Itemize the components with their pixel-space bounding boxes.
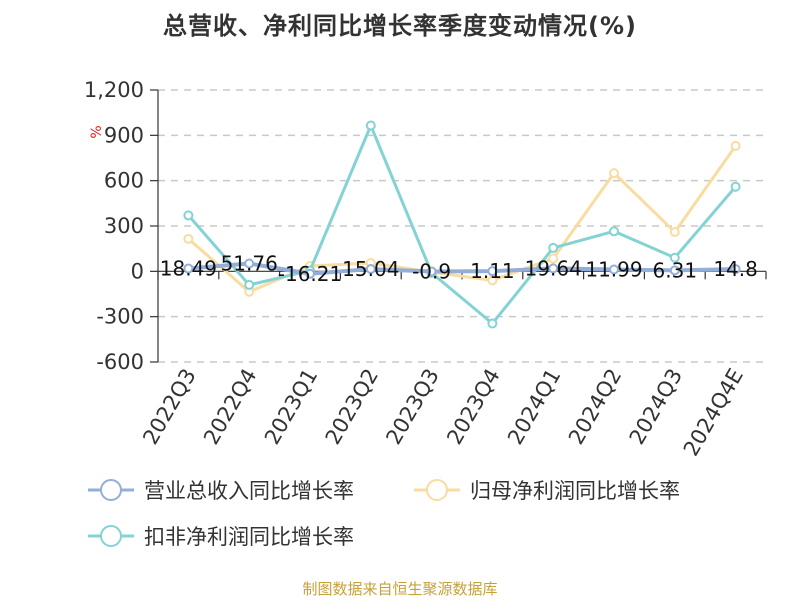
series-point-1 [183,233,194,244]
data-label: 11.99 [585,258,642,282]
series-line-2 [187,124,737,325]
series-point-0 [305,268,315,279]
x-tick-label: 2023Q1 [260,365,322,449]
series-lines [183,120,741,329]
series-point-2 [487,318,498,329]
x-tick-label: 2023Q3 [381,364,443,448]
series-point-2 [183,210,194,221]
data-label: 51.76 [221,252,278,276]
legend-symbol-revenue [88,479,134,501]
series-line-0 [188,261,736,276]
data-label: 6.31 [653,258,698,282]
series-point-0 [609,264,619,275]
series-point-2 [609,226,619,237]
y-tick-label: 0 [131,259,144,283]
series-point-2 [244,279,255,290]
data-label: -0.9 [412,259,451,283]
x-tick-label: 2023Q4 [442,365,504,449]
series-point-1 [548,253,559,264]
chart-title: 总营收、净利同比增长率季度变动情况(%) [163,12,637,40]
data-label: 19.64 [525,256,582,280]
data-source-note: 制图数据来自恒生聚源数据库 [302,580,498,598]
data-label: 1.11 [470,259,515,283]
data-label: 14.8 [713,257,758,281]
series-point-0 [487,266,498,277]
series-point-1 [730,140,741,151]
legend-item-net-profit[interactable]: 归母净利润同比增长率 [414,474,680,506]
y-axis-unit: % [89,125,105,138]
data-labels: 18.49 51.76 -16.21 15.04 -0.9 1.11 19.64 11.99 6… [160,252,758,286]
legend-label-net-profit: 归母净利润同比增长率 [470,479,680,503]
series-point-1 [669,227,680,238]
series-point-0 [548,263,559,274]
legend-symbol-deducted-profit [88,525,134,547]
y-tick-label: 600 [104,169,144,193]
legend-label-deducted-profit: 扣非净利润同比增长率 [144,525,354,549]
series-point-2 [548,242,559,253]
x-tick-label: 2024Q2 [564,365,626,449]
x-tick-label: 2024Q4E [679,365,748,461]
series-point-0 [244,258,255,269]
series-point-2 [730,181,741,192]
series-point-1 [487,275,498,286]
series-point-0 [669,265,680,276]
series-point-2 [365,120,376,131]
legend-item-revenue[interactable]: 营业总收入同比增长率 [88,474,354,506]
series-point-2 [669,252,680,263]
x-tick-label: 2022Q4 [199,365,261,449]
legend-symbol-net-profit [414,479,460,501]
y-tick-label: 300 [104,214,144,238]
line-chart: -600-30003006009001,2002022Q32022Q42023Q… [84,78,767,461]
legend-label-revenue: 营业总收入同比增长率 [144,479,354,503]
series-point-0 [730,264,741,275]
grid-lines [158,89,766,363]
series-point-1 [609,168,619,179]
y-tick-label: 900 [104,123,144,147]
series-point-0 [183,263,194,274]
data-label: 18.49 [160,257,217,281]
y-tick-label: 1,200 [84,78,144,102]
series-point-0 [365,264,376,275]
data-label: -16.21 [278,262,342,286]
x-tick-label: 2024Q3 [625,365,687,449]
x-tick-label: 2024Q1 [503,365,565,449]
y-tick-label: -300 [96,305,144,329]
y-tick-label: -600 [96,350,144,374]
x-tick-label: 2022Q3 [138,365,200,449]
series-point-0 [426,266,437,277]
x-tick-label: 2023Q2 [321,365,383,449]
data-label: 15.04 [342,257,399,281]
legend-item-deducted-profit[interactable]: 扣非净利润同比增长率 [88,520,354,552]
